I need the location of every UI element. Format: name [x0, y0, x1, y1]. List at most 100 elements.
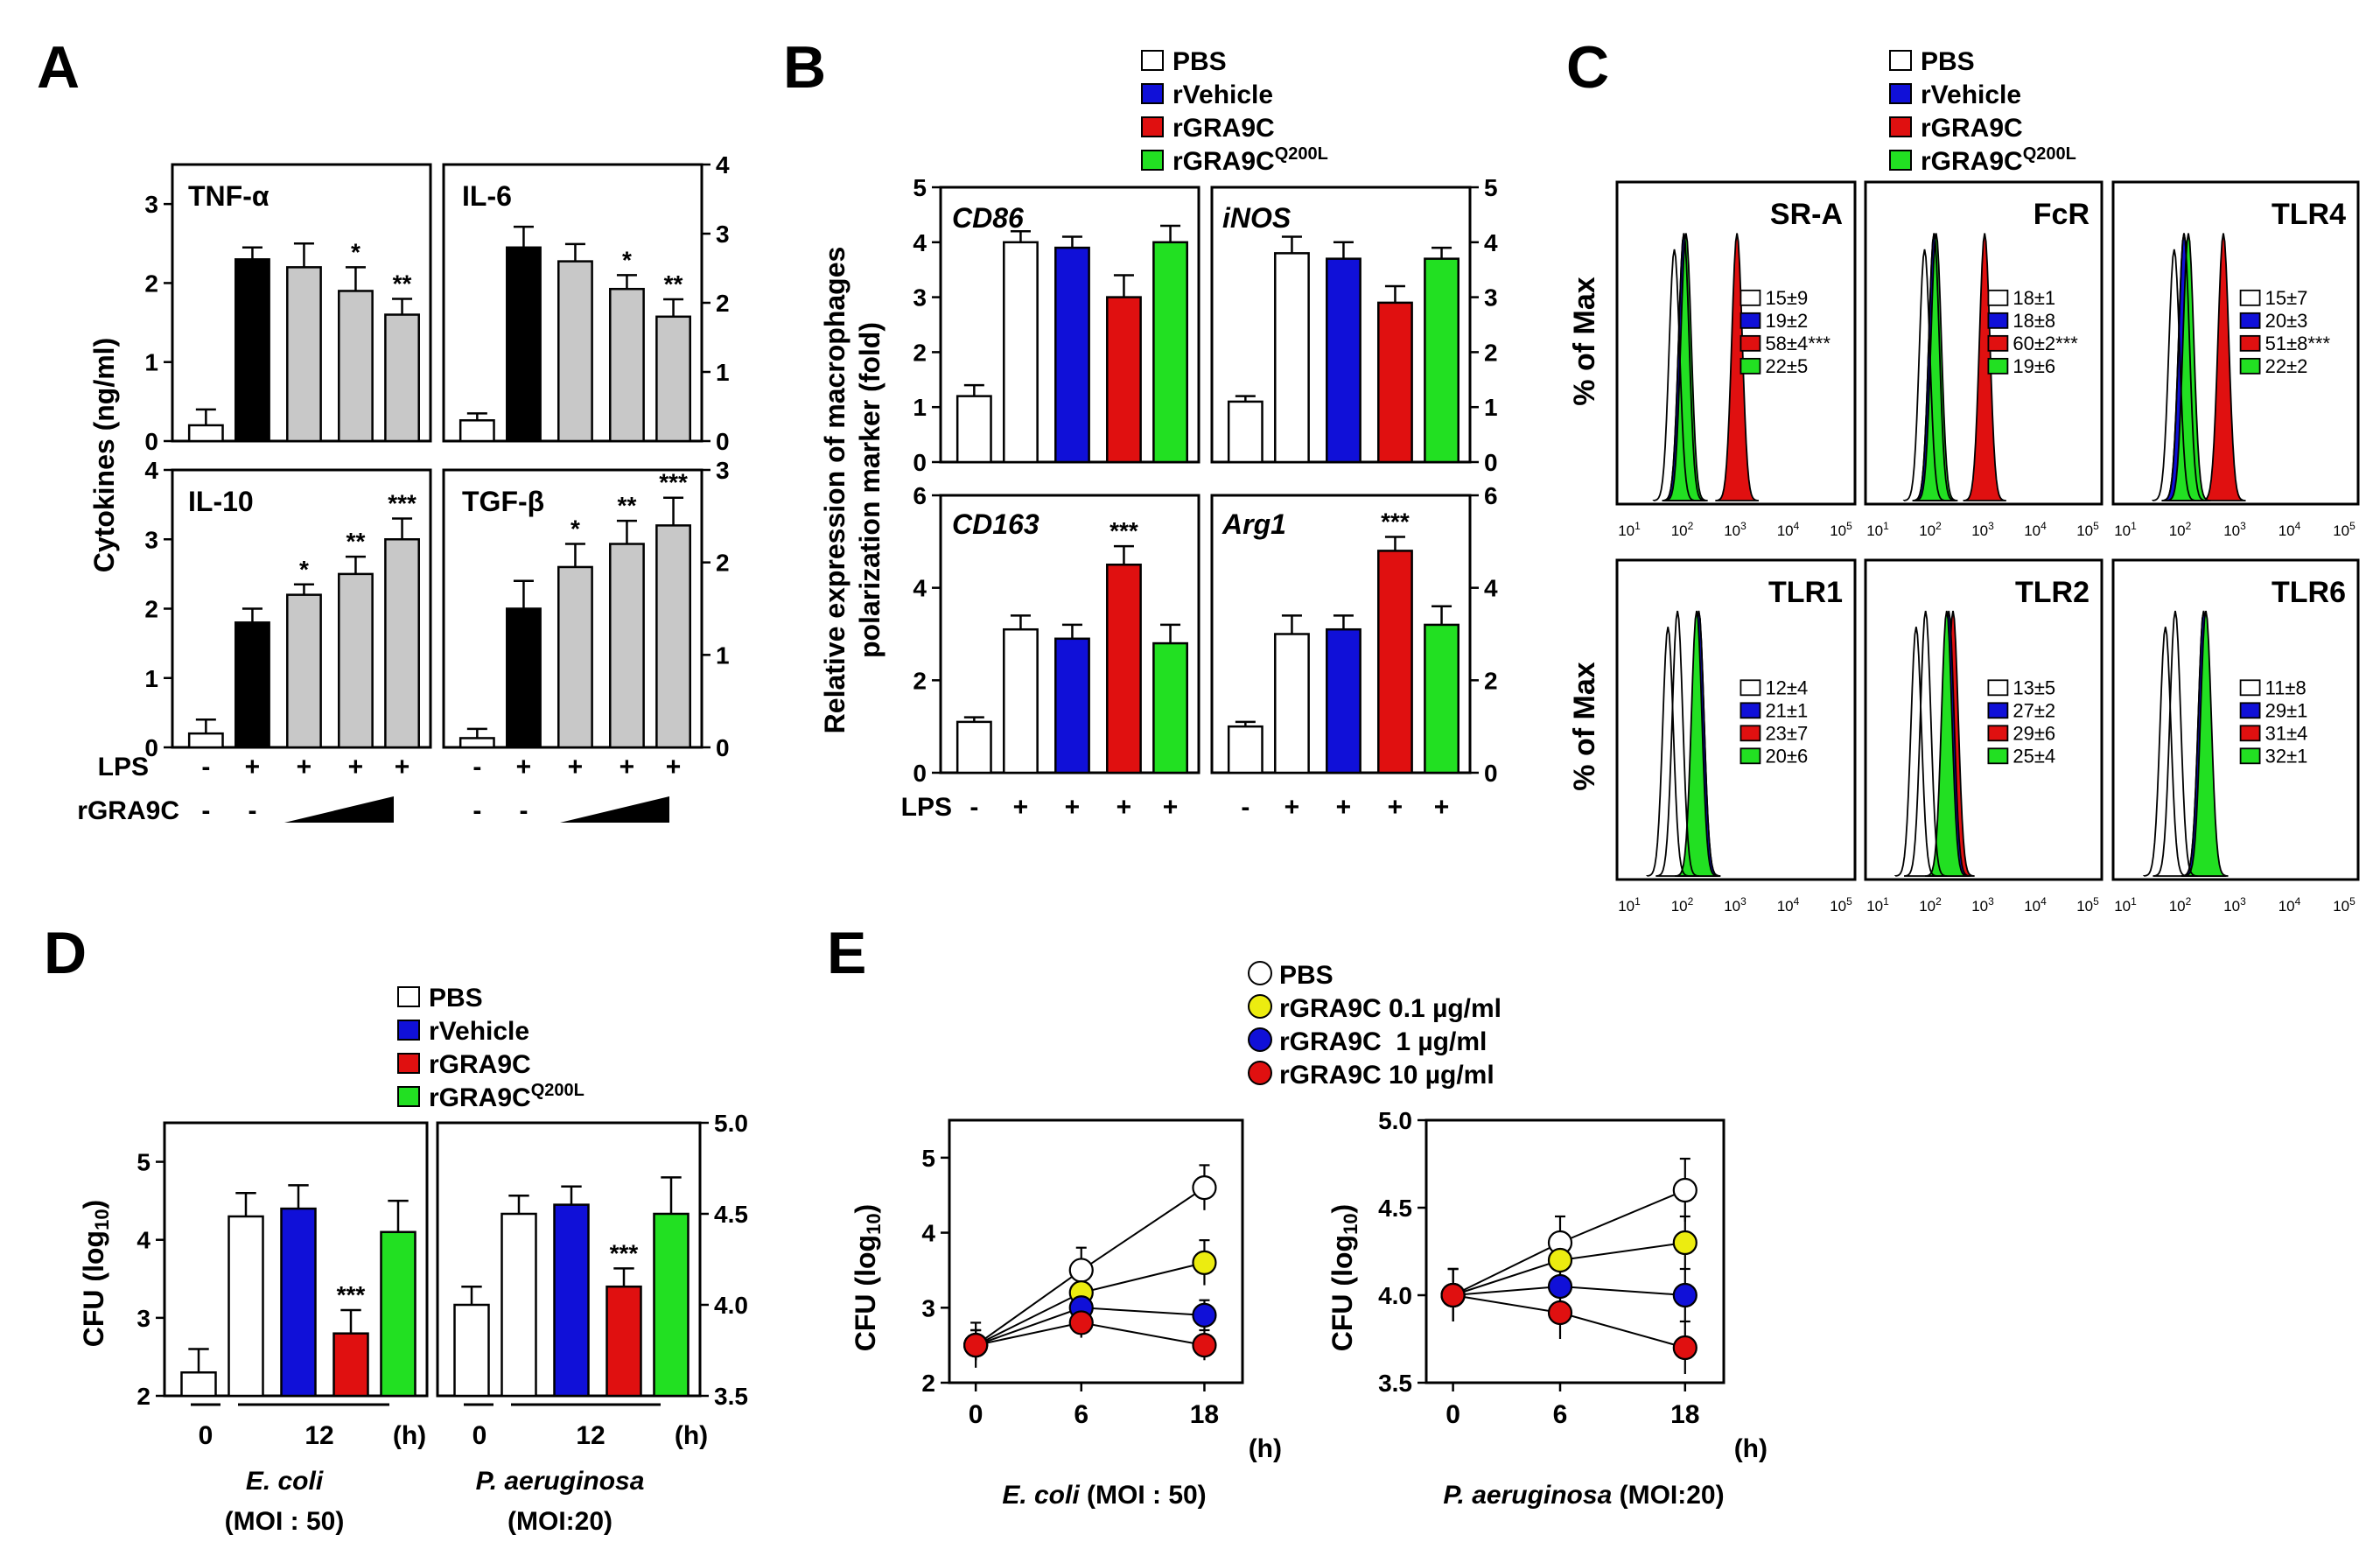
- mfi-swatch: [2239, 679, 2261, 697]
- x-tick-label: 105: [1830, 895, 1852, 915]
- d-ecoli-name: E. coli: [246, 1467, 324, 1496]
- d-pa-name: P. aeruginosa: [476, 1467, 645, 1496]
- e-pa-unit: (h): [1734, 1434, 1768, 1463]
- y-tick-label: 6: [913, 482, 927, 509]
- c-legend-swatch-rgra9c: [1889, 116, 1912, 137]
- panel-c-tlr6: TLR6 11±829±131±432±1 101 102 103 104 105: [2111, 558, 2360, 915]
- y-tick-label: 4.5: [714, 1201, 748, 1228]
- sign-label: -: [248, 796, 256, 825]
- data-point: [1547, 1300, 1573, 1326]
- y-tick-label: 2: [144, 596, 158, 623]
- bar: [655, 315, 691, 443]
- a-dose-ramp-left: [284, 796, 394, 823]
- bar: [1054, 246, 1090, 464]
- y-tick-label: 4.0: [714, 1292, 748, 1319]
- y-tick-label: 5: [913, 174, 927, 201]
- y-tick-label: 3: [136, 1305, 150, 1332]
- mfi-swatch: [2239, 725, 2261, 742]
- mfi-swatch: [2239, 702, 2261, 719]
- histogram-title: TLR2: [2015, 576, 2090, 609]
- y-tick-label: 4.5: [1378, 1195, 1412, 1222]
- histogram-title: SR-A: [1770, 198, 1843, 231]
- mfi-value: 29±6: [2012, 722, 2055, 744]
- mfi-swatch: [2239, 312, 2261, 329]
- x-tick-label: 105: [2333, 895, 2356, 915]
- c-legend-rgra9c: rGRA9C: [1921, 114, 2023, 143]
- mfi-value: 19±6: [2012, 355, 2055, 377]
- y-tick-label: 3: [921, 1294, 935, 1321]
- bar: [384, 538, 420, 749]
- mfi-swatch: [1987, 725, 2009, 742]
- mfi-swatch: [1740, 312, 1761, 329]
- mfi-swatch: [1740, 289, 1761, 306]
- x-tick-label: 102: [2169, 520, 2192, 539]
- bar: [609, 287, 645, 443]
- bar: [1152, 241, 1188, 464]
- bar: [286, 593, 322, 749]
- panel-b-cd86: 0 1 2 3 4 5 CD86: [913, 174, 1200, 476]
- sign-label: +: [395, 753, 410, 782]
- c-tlr1-frame: [1615, 558, 1857, 881]
- mfi-value: 23±7: [1765, 722, 1808, 744]
- sign-label: +: [516, 753, 532, 782]
- sign-label: -: [201, 796, 210, 825]
- sign-label: +: [1065, 793, 1081, 822]
- chart-title: IL-10: [188, 486, 254, 517]
- bar: [1424, 623, 1460, 774]
- bar: [458, 419, 495, 443]
- bar: [956, 720, 992, 774]
- panel-letter-b: B: [783, 34, 826, 101]
- sign-label: +: [297, 753, 312, 782]
- y-tick-label: 0: [144, 734, 158, 761]
- b-legend-swatch-rgra9c: [1141, 116, 1164, 137]
- mfi-swatch: [2239, 334, 2261, 352]
- x-tick-label: 103: [2223, 520, 2246, 539]
- data-point: [1672, 1177, 1698, 1203]
- d-ecoli-tick-12: 12: [304, 1421, 333, 1450]
- a-dose-ramp-right: [560, 796, 669, 823]
- significance-stars: **: [618, 492, 637, 519]
- d-legend-swatch-pbs: [397, 986, 420, 1007]
- mfi-swatch: [1740, 334, 1761, 352]
- y-tick-label: 3: [1484, 284, 1498, 312]
- sign-label: +: [1163, 793, 1179, 822]
- d-legend-swatch-q200l: [397, 1086, 420, 1107]
- y-tick-label: 2: [144, 270, 158, 297]
- y-tick-label: 2: [136, 1383, 150, 1410]
- d-ecoli-tick-0: 0: [199, 1421, 214, 1450]
- y-tick-label: 5.0: [1378, 1107, 1412, 1134]
- sign-label: +: [1116, 793, 1132, 822]
- x-tick-label: 104: [1777, 895, 1800, 915]
- x-tick-label: 104: [2278, 520, 2301, 539]
- x-tick-label: 18: [1190, 1400, 1219, 1429]
- panel-b-cd163: 0 2 4 6 CD163 ***: [913, 482, 1200, 787]
- mfi-value: 27±2: [2012, 699, 2055, 721]
- mfi-swatch: [1987, 357, 2009, 375]
- d-legend-rgra9c: rGRA9C: [429, 1050, 531, 1079]
- significance-stars: **: [393, 270, 412, 297]
- data-point: [1547, 1273, 1573, 1300]
- bar: [280, 1207, 317, 1398]
- b-lps-signs: - + + + + - + + + +: [970, 793, 1449, 822]
- sign-label: +: [1434, 793, 1450, 822]
- chart-title: iNOS: [1222, 202, 1292, 234]
- mfi-value: 13±5: [2012, 676, 2055, 698]
- bar: [458, 737, 495, 749]
- histogram-curve: [2152, 610, 2198, 877]
- c-ylabel-top: % of Max: [1568, 277, 1601, 405]
- a-lps-label: LPS: [98, 753, 149, 782]
- panel-c-tlr4: TLR4 15±720±351±8***22±2 101 102 103 104 105: [2111, 180, 2360, 539]
- sign-label: +: [1336, 793, 1352, 822]
- x-tick-label: 0: [969, 1400, 984, 1429]
- panel-b-arg1: 0 2 4 6 Arg1 ***: [1210, 482, 1498, 787]
- mfi-value: 31±4: [2265, 722, 2308, 744]
- x-tick-label: 105: [2076, 895, 2099, 915]
- y-tick-label: 1: [144, 349, 158, 376]
- y-tick-label: 4: [144, 457, 158, 484]
- x-tick-label: 103: [1724, 520, 1746, 539]
- x-tick-label: 102: [1919, 895, 1942, 915]
- b-legend-rgra9c: rGRA9C: [1172, 114, 1275, 143]
- bar: [1274, 633, 1310, 774]
